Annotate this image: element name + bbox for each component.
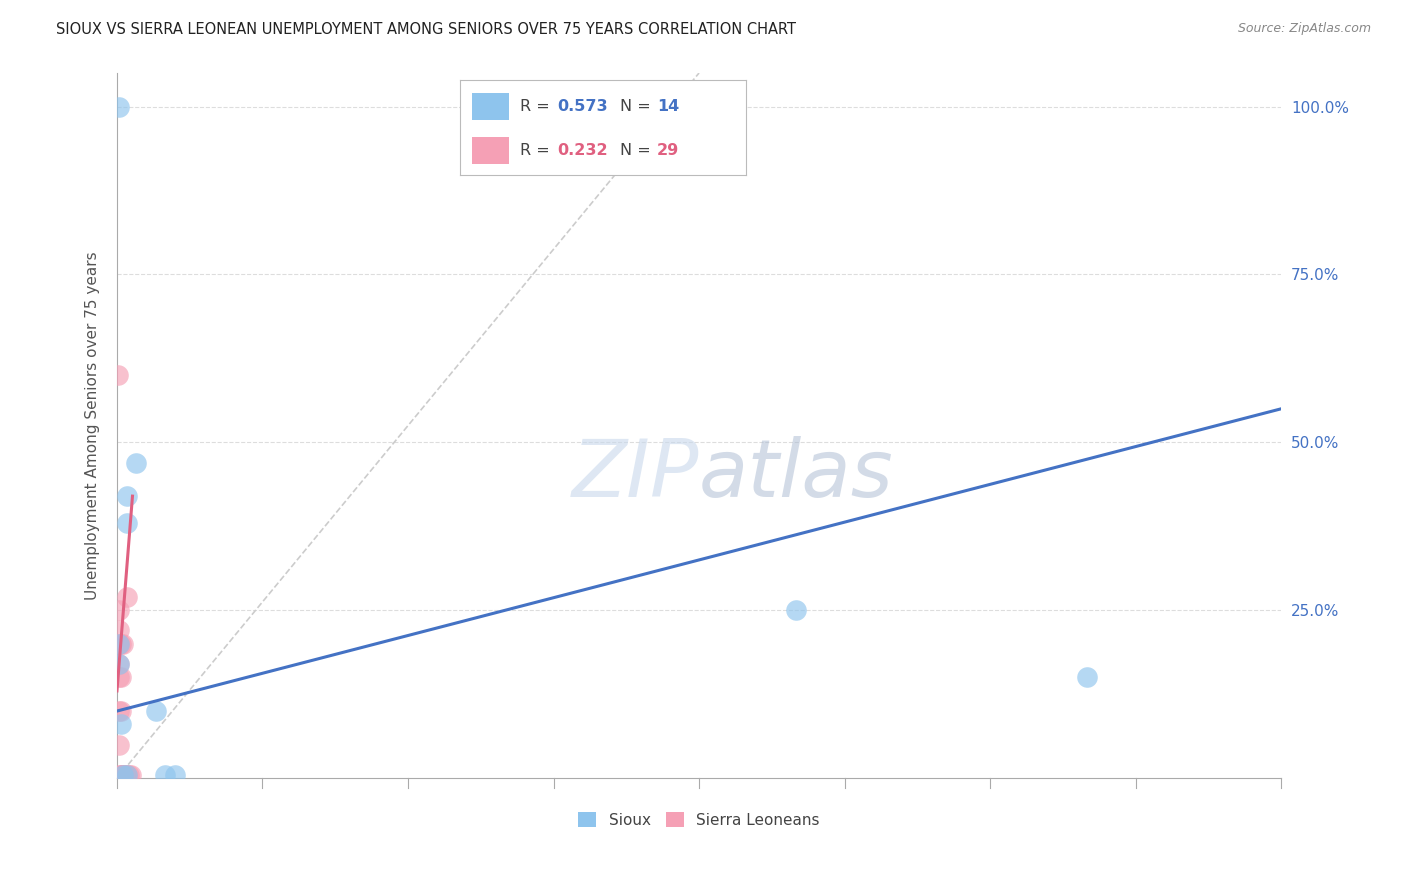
Point bbox=[111, 637, 134, 651]
Text: Source: ZipAtlas.com: Source: ZipAtlas.com bbox=[1237, 22, 1371, 36]
Point bbox=[155, 768, 177, 782]
Point bbox=[108, 637, 131, 651]
Point bbox=[785, 603, 807, 617]
Point bbox=[111, 768, 134, 782]
Point bbox=[115, 768, 138, 782]
Point bbox=[108, 768, 131, 782]
Point bbox=[108, 603, 131, 617]
Point bbox=[115, 768, 138, 782]
Point bbox=[115, 590, 138, 604]
Point bbox=[110, 637, 132, 651]
Point bbox=[107, 771, 129, 785]
Text: atlas: atlas bbox=[699, 436, 894, 514]
Point bbox=[108, 657, 131, 671]
Point bbox=[108, 99, 131, 113]
Point bbox=[110, 771, 132, 785]
Point bbox=[111, 768, 134, 782]
Point bbox=[107, 771, 129, 785]
Point bbox=[110, 671, 132, 685]
Legend: Sioux, Sierra Leoneans: Sioux, Sierra Leoneans bbox=[572, 806, 827, 834]
Point bbox=[108, 738, 131, 752]
Point bbox=[111, 768, 134, 782]
Point bbox=[108, 704, 131, 718]
Point bbox=[107, 368, 129, 383]
Text: SIOUX VS SIERRA LEONEAN UNEMPLOYMENT AMONG SENIORS OVER 75 YEARS CORRELATION CHA: SIOUX VS SIERRA LEONEAN UNEMPLOYMENT AMO… bbox=[56, 22, 796, 37]
Point bbox=[111, 768, 134, 782]
Point bbox=[108, 637, 131, 651]
Point bbox=[115, 516, 138, 530]
Point bbox=[114, 768, 136, 782]
Point bbox=[110, 704, 132, 718]
Point bbox=[110, 717, 132, 731]
Text: ZIP: ZIP bbox=[572, 436, 699, 514]
Point bbox=[108, 657, 131, 671]
Point bbox=[117, 768, 139, 782]
Point bbox=[165, 768, 187, 782]
Point bbox=[108, 771, 131, 785]
Point bbox=[108, 768, 131, 782]
Point bbox=[145, 704, 167, 718]
Point bbox=[108, 624, 131, 638]
Point bbox=[120, 768, 142, 782]
Point bbox=[108, 671, 131, 685]
Point bbox=[1076, 671, 1098, 685]
Point bbox=[107, 771, 129, 785]
Point bbox=[111, 768, 134, 782]
Point bbox=[125, 456, 148, 470]
Point bbox=[114, 768, 136, 782]
Y-axis label: Unemployment Among Seniors over 75 years: Unemployment Among Seniors over 75 years bbox=[86, 252, 100, 600]
Point bbox=[115, 489, 138, 503]
